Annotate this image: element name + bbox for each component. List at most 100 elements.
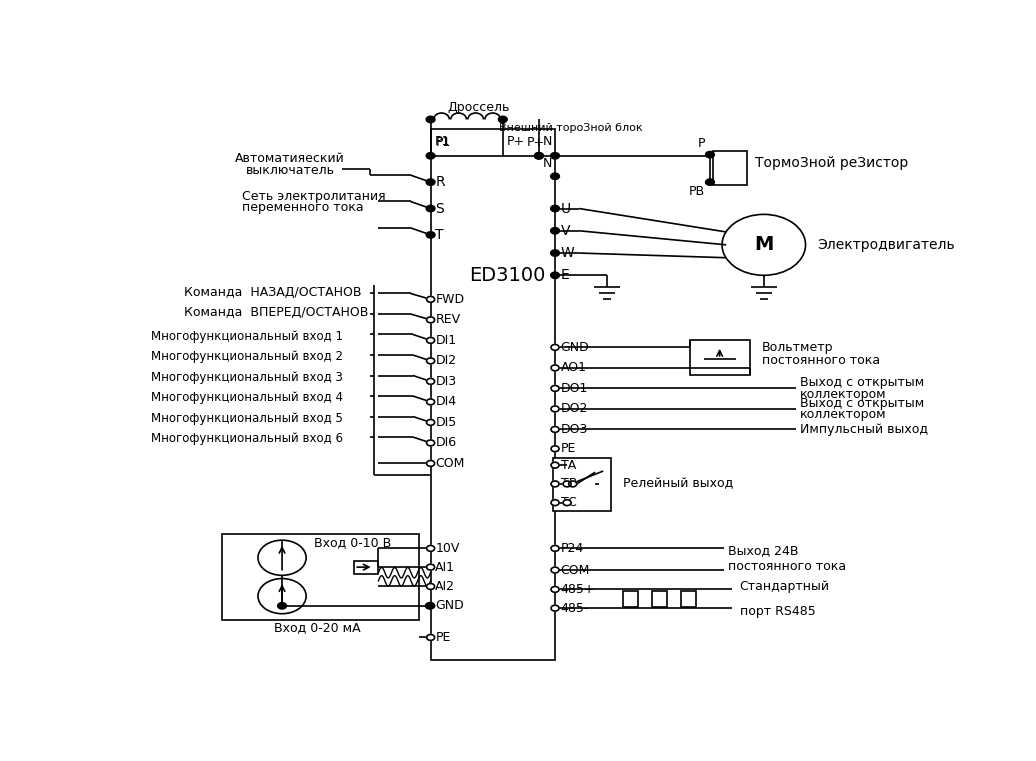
Text: Вольтметр: Вольтметр [761,341,833,354]
Circle shape [426,603,434,609]
Text: переменного тока: переменного тока [242,201,364,214]
Text: P: P [697,137,706,150]
Text: коллектором: коллектором [800,388,887,401]
Text: S: S [435,202,444,215]
Bar [624,591,638,607]
Circle shape [426,152,435,159]
Circle shape [427,603,435,609]
Text: DO1: DO1 [560,382,588,395]
Text: постоянного тока: постоянного тока [727,560,845,573]
Bar [553,458,611,511]
Circle shape [535,152,543,159]
Circle shape [427,546,435,551]
Text: REV: REV [435,314,461,326]
Bar [222,533,419,620]
Text: Релейный выход: Релейный выход [624,477,733,490]
Text: Импульсный выход: Импульсный выход [800,423,928,436]
Text: ED3100: ED3100 [468,266,545,285]
Circle shape [569,481,577,487]
Circle shape [550,250,559,256]
Circle shape [426,179,435,186]
Text: P24: P24 [560,542,584,555]
Text: AO1: AO1 [560,361,586,374]
Text: коллектором: коллектором [800,408,887,422]
Text: Команда  ВПЕРЕД/ОСТАНОВ: Команда ВПЕРЕД/ОСТАНОВ [184,307,369,320]
Bar [354,561,378,574]
Text: N: N [543,158,552,170]
Circle shape [564,481,571,487]
Text: FWD: FWD [435,293,464,306]
Circle shape [427,584,435,589]
Circle shape [426,231,435,238]
Circle shape [550,152,559,159]
Text: GND: GND [560,341,589,354]
Text: DI3: DI3 [435,375,457,388]
Circle shape [498,116,508,123]
Circle shape [551,546,559,551]
Text: Электродвигатель: Электродвигатель [817,238,955,252]
Text: Стандартный: Стандартный [740,580,830,593]
Circle shape [706,151,715,158]
Text: Дроссель: Дроссель [448,101,510,114]
Text: T: T [435,228,443,242]
Text: Выход с открытым: Выход с открытым [800,396,924,409]
Text: DO2: DO2 [560,403,588,416]
Text: W: W [560,246,574,260]
Text: Вход 0-10 В: Вход 0-10 В [314,536,392,549]
Text: P+: P+ [507,135,525,148]
Circle shape [550,272,559,279]
Text: TC: TC [560,496,576,509]
Text: E: E [560,269,570,282]
Text: постоянного тока: постоянного тока [761,354,880,367]
Text: AI1: AI1 [435,561,456,574]
Circle shape [706,179,715,186]
Circle shape [551,481,559,487]
Circle shape [258,578,307,613]
Text: PE: PE [560,442,576,455]
Text: Многофункциональный вход 2: Многофункциональный вход 2 [151,350,343,363]
Text: COM: COM [560,564,591,577]
Text: Выход с открытым: Выход с открытым [800,376,924,389]
Text: P+: P+ [527,135,545,148]
Circle shape [550,228,559,234]
Circle shape [564,500,571,505]
Bar [431,129,555,660]
Circle shape [551,345,559,350]
Text: выключатель: выключатель [246,164,335,177]
Circle shape [551,426,559,432]
Bar [653,591,666,607]
Bar [713,151,747,185]
Circle shape [427,419,435,425]
Circle shape [427,358,435,364]
Text: P1: P1 [435,135,451,148]
Circle shape [427,337,435,343]
Circle shape [427,460,435,466]
Text: Многофункциональный вход 5: Многофункциональный вход 5 [151,412,343,425]
Text: COM: COM [435,457,465,470]
Text: Выход 24В: Выход 24В [727,544,798,557]
Circle shape [551,500,559,505]
Text: Вход 0-20 мА: Вход 0-20 мА [274,622,361,635]
Circle shape [258,540,307,575]
Text: Внешний тороЗной блок: Внешний тороЗной блок [498,123,642,133]
Text: DI4: DI4 [435,396,457,409]
Circle shape [426,205,435,212]
Text: Многофункциональный вход 1: Многофункциональный вход 1 [151,330,343,342]
Text: DI6: DI6 [435,436,457,450]
Circle shape [551,446,559,452]
Text: U: U [560,202,571,215]
Text: GND: GND [435,600,464,613]
Bar [690,340,750,375]
Circle shape [551,605,559,611]
Circle shape [426,116,435,123]
Text: Автоматияеский: Автоматияеский [235,152,345,165]
Circle shape [427,635,435,640]
Text: PB: PB [689,185,706,198]
Text: TB: TB [560,477,577,490]
Text: P1: P1 [435,135,450,148]
Circle shape [551,406,559,412]
Text: DI2: DI2 [435,355,457,368]
Circle shape [535,152,543,159]
Circle shape [427,378,435,384]
Circle shape [550,173,559,180]
